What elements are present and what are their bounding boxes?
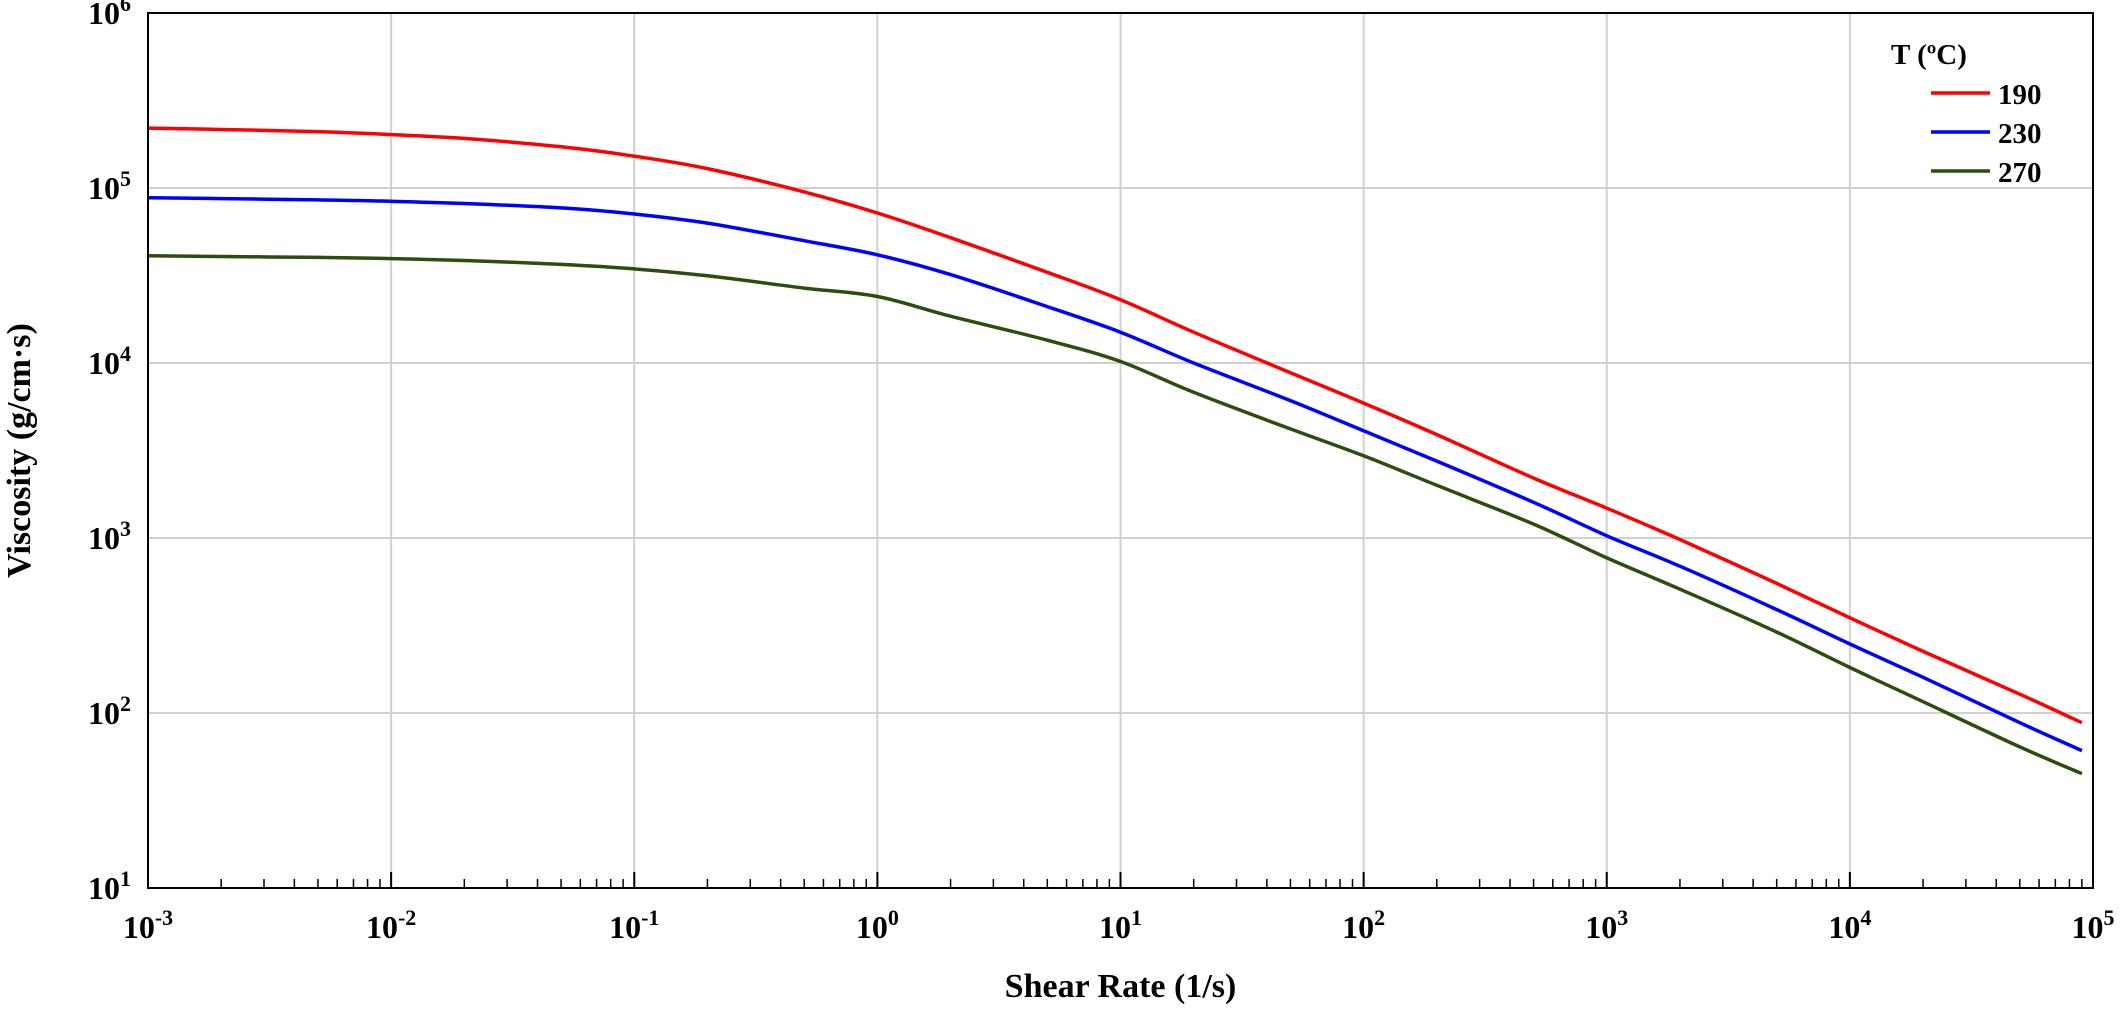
y-axis-ticks: 101 102 103 104 105 106	[88, 0, 131, 906]
series-lines	[147, 126, 2083, 776]
x-tick-label: 101	[1099, 905, 1142, 945]
x-tick-label: 10-3	[123, 905, 173, 945]
y-tick-label: 103	[88, 516, 131, 556]
x-tick-label: 10-2	[366, 905, 416, 945]
y-tick-label: 106	[88, 0, 131, 31]
x-tick-label: 100	[856, 905, 899, 945]
y-tick-label: 104	[88, 341, 131, 381]
legend-label-230: 230	[1998, 118, 2042, 150]
legend-label-270: 270	[1998, 157, 2042, 189]
grid-lines	[147, 12, 2094, 889]
legend-label-190: 190	[1998, 79, 2042, 111]
y-tick-label: 105	[88, 166, 131, 206]
series-line-230	[147, 195, 2083, 753]
y-axis-label: Viscosity (g/cm·s)	[1, 323, 38, 578]
x-tick-label: 10-1	[609, 905, 659, 945]
series-line-190	[147, 126, 2083, 725]
x-axis-ticks: 10-3 10-2 10-1 100 101 102 103 104 105	[123, 872, 2115, 945]
legend-title: T (ºC)	[1891, 39, 1967, 71]
x-tick-label: 103	[1585, 905, 1628, 945]
x-tick-label: 104	[1828, 905, 1871, 945]
x-tick-label: 102	[1342, 905, 1385, 945]
legend: T (ºC) 190 230 270	[1891, 39, 2042, 189]
x-axis-label: Shear Rate (1/s)	[1005, 968, 1237, 1005]
y-tick-label: 101	[88, 866, 131, 906]
series-line-270	[147, 254, 2083, 776]
x-tick-label: 105	[2072, 905, 2115, 945]
y-tick-label: 102	[88, 691, 131, 731]
